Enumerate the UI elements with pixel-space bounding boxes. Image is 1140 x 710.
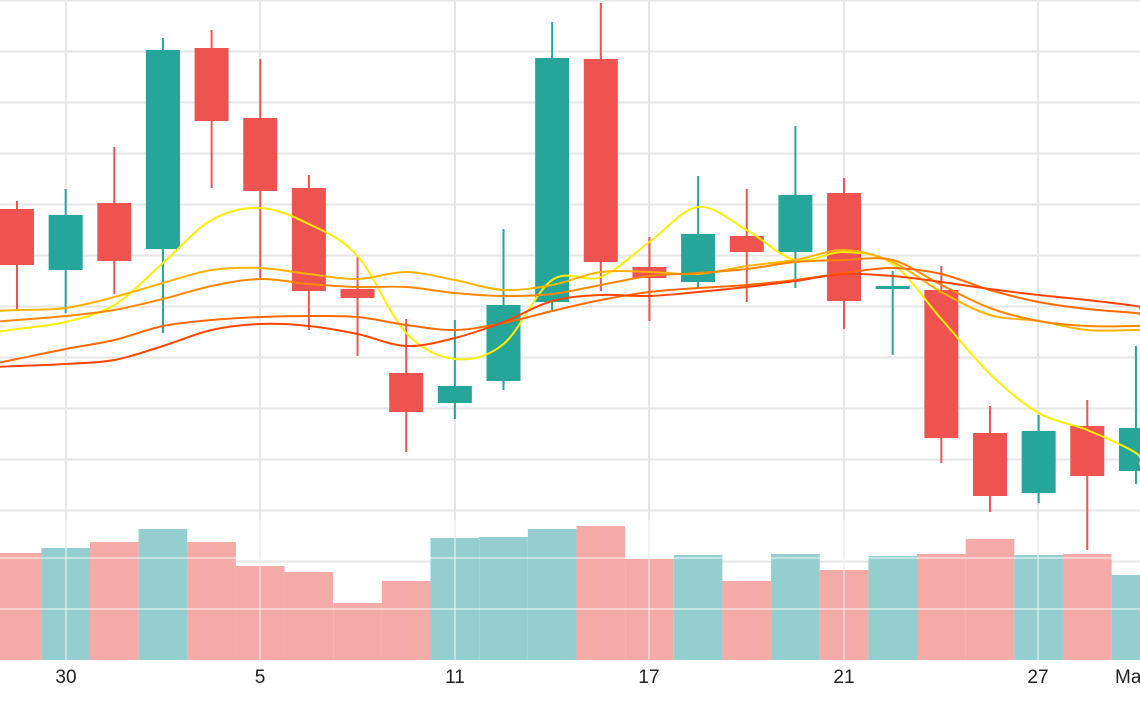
volume-bar: [1111, 575, 1140, 660]
moving-average-line: [0, 248, 1140, 332]
moving-average-line: [0, 205, 1140, 465]
x-tick-label: 30: [55, 667, 76, 688]
moving-average-line: [0, 272, 1140, 368]
x-tick-label: 21: [833, 667, 854, 688]
candle-body: [437, 386, 472, 403]
candle-body: [778, 195, 813, 252]
candle-body: [535, 58, 570, 302]
volume-bars: [0, 520, 1140, 660]
x-tick-label: 17: [638, 667, 659, 688]
candle-body: [194, 48, 229, 121]
candle-body: [340, 289, 375, 298]
candle-body: [1070, 426, 1105, 476]
x-axis: 30 5 11 17 21 27 Ma: [55, 667, 1140, 688]
candle-body: [145, 50, 180, 249]
volume-bar: [576, 526, 626, 660]
volume-bar: [284, 572, 334, 660]
candle-body: [924, 290, 959, 438]
x-tick-label: 27: [1027, 667, 1048, 688]
volume-bar: [479, 537, 528, 660]
volume-bar: [187, 542, 236, 660]
volume-bar: [527, 529, 577, 660]
volume-bar: [333, 603, 382, 660]
candle-body: [0, 209, 34, 265]
volume-bar: [868, 556, 918, 660]
candle-body: [48, 215, 83, 270]
candle-body: [583, 59, 618, 262]
candle-body: [729, 236, 764, 252]
x-tick-label: Ma: [1115, 667, 1140, 688]
moving-average-line: [0, 266, 1140, 364]
volume-bar: [673, 555, 723, 660]
candle-body: [827, 193, 862, 301]
candle-body: [1021, 431, 1056, 493]
volume-bar: [381, 581, 431, 660]
moving-average-lines: [0, 205, 1140, 465]
volume-bar: [965, 539, 1015, 660]
grid-overlay: [0, 520, 1140, 660]
x-tick-label: 11: [445, 667, 465, 688]
candle-body: [875, 286, 910, 289]
volume-bar: [138, 529, 188, 660]
volume-bar: [0, 553, 42, 660]
volume-bar: [89, 542, 139, 660]
volume-bar: [917, 554, 966, 660]
volume-bar: [771, 554, 820, 660]
moving-average-line: [0, 257, 1140, 328]
volume-bar: [722, 581, 772, 660]
x-tick-label: 5: [255, 667, 266, 688]
candle-body: [97, 203, 132, 261]
volume-bar: [1062, 554, 1112, 660]
candle-body: [243, 118, 278, 191]
candle-body: [389, 373, 424, 412]
candle-body: [973, 433, 1007, 496]
